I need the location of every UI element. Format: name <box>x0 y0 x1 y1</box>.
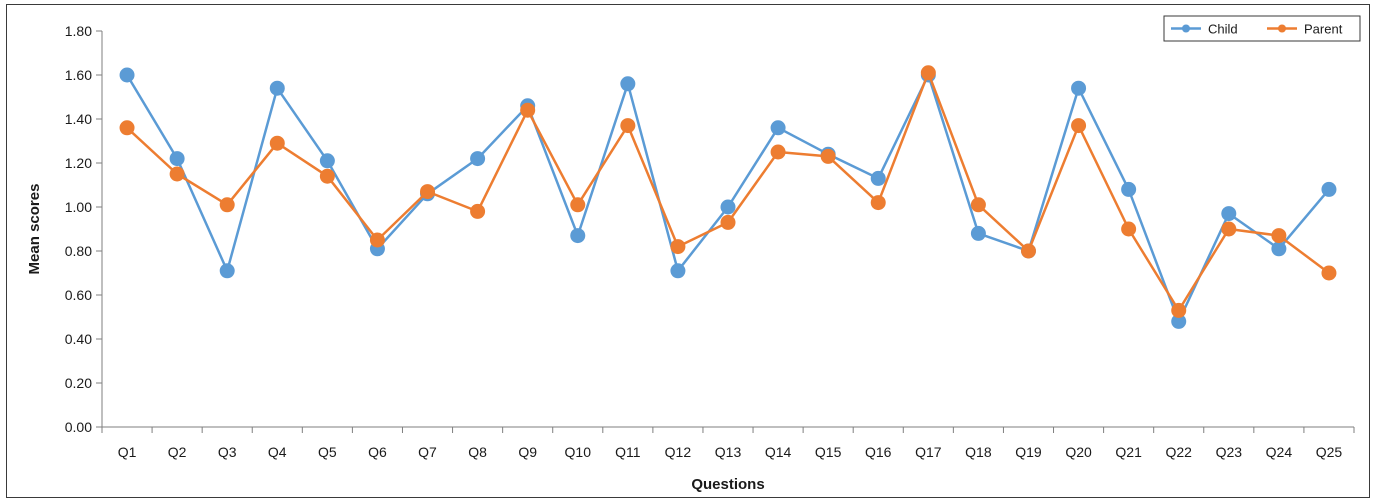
data-point-parent <box>770 144 786 160</box>
data-point-child <box>219 263 235 279</box>
x-tick-label: Q19 <box>1015 444 1042 460</box>
x-tick-label: Q10 <box>565 444 592 460</box>
legend-label: Child <box>1208 22 1238 37</box>
x-tick-label: Q13 <box>715 444 742 460</box>
data-point-parent <box>620 118 636 134</box>
x-tick-label: Q3 <box>218 444 237 460</box>
data-point-child <box>269 80 285 96</box>
data-point-parent <box>1271 228 1287 244</box>
x-tick-label: Q21 <box>1115 444 1142 460</box>
x-tick-label: Q5 <box>318 444 337 460</box>
data-point-parent <box>470 203 486 219</box>
data-point-child <box>119 67 135 83</box>
x-ticks: Q1 Q2 Q3 Q4 Q5 Q6 Q7 Q8 Q9 Q10 Q11 Q12 Q13 Q14 Q15 Q16 Q… <box>101 427 1355 460</box>
data-point-parent <box>1121 221 1137 237</box>
data-point-child <box>970 225 986 241</box>
data-point-parent <box>1020 243 1036 259</box>
legend: Child Parent <box>1163 15 1361 42</box>
data-point-parent <box>1171 302 1187 318</box>
x-tick-label: Q22 <box>1165 444 1192 460</box>
x-tick-label: Q18 <box>965 444 992 460</box>
x-tick-label: Q17 <box>915 444 942 460</box>
axes <box>101 31 1354 428</box>
x-tick-label: Q23 <box>1216 444 1243 460</box>
data-point-child <box>470 151 486 167</box>
data-point-child <box>1121 181 1137 197</box>
data-point-child <box>1321 181 1337 197</box>
x-tick-label: Q6 <box>368 444 387 460</box>
legend-swatch-marker <box>1278 24 1286 33</box>
x-tick-label: Q20 <box>1065 444 1092 460</box>
series-layer <box>119 65 1337 329</box>
data-point-child <box>1221 206 1237 222</box>
x-tick-label: Q7 <box>418 444 437 460</box>
data-point-child <box>1171 313 1187 329</box>
y-tick-label: 1.60 <box>65 67 92 83</box>
x-tick-label: Q1 <box>118 444 137 460</box>
x-tick-label: Q25 <box>1316 444 1343 460</box>
x-axis-title: Questions <box>691 476 764 493</box>
data-point-parent <box>520 102 536 118</box>
series-line-child <box>125 73 1330 323</box>
series-parent <box>119 65 1337 318</box>
data-point-child <box>570 228 586 244</box>
data-point-parent <box>369 232 385 248</box>
legend-label: Parent <box>1304 22 1343 37</box>
x-tick-label: Q15 <box>815 444 842 460</box>
data-point-parent <box>169 166 185 182</box>
x-tick-label: Q9 <box>518 444 537 460</box>
x-tick-label: Q14 <box>765 444 792 460</box>
y-tick-label: 0.40 <box>65 331 92 347</box>
data-point-parent <box>420 184 436 200</box>
y-tick-label: 0.80 <box>65 243 92 259</box>
x-tick-label: Q16 <box>865 444 892 460</box>
y-tick-label: 1.40 <box>65 111 92 127</box>
data-point-parent <box>820 148 836 164</box>
data-point-child <box>1071 80 1087 96</box>
y-tick-label: 0.20 <box>65 375 92 391</box>
data-point-parent <box>670 239 686 255</box>
y-axis-title: Mean scores <box>26 184 43 275</box>
data-point-child <box>870 170 886 186</box>
data-point-child <box>670 263 686 279</box>
y-ticks: 0.00 0.20 0.40 0.60 0.80 1.00 1.20 1.40 1.60 1.80 <box>65 23 102 435</box>
data-point-parent <box>219 197 235 213</box>
data-point-parent <box>920 65 936 81</box>
y-tick-label: 0.60 <box>65 287 92 303</box>
data-point-parent <box>1071 118 1087 134</box>
x-tick-label: Q8 <box>468 444 487 460</box>
data-point-parent <box>870 195 886 211</box>
data-point-parent <box>1221 221 1237 237</box>
y-tick-label: 0.00 <box>65 419 92 435</box>
y-tick-label: 1.20 <box>65 155 92 171</box>
data-point-parent <box>269 135 285 151</box>
x-tick-label: Q4 <box>268 444 287 460</box>
data-point-parent <box>970 197 986 213</box>
data-point-parent <box>570 197 586 213</box>
x-tick-label: Q11 <box>615 444 641 460</box>
series-line-parent <box>126 71 1330 312</box>
data-point-parent <box>119 120 135 136</box>
data-point-child <box>720 199 736 215</box>
y-tick-label: 1.80 <box>65 23 92 39</box>
x-tick-label: Q24 <box>1266 444 1293 460</box>
x-tick-label: Q2 <box>168 444 187 460</box>
y-tick-label: 1.00 <box>65 199 92 215</box>
data-point-child <box>319 153 335 169</box>
series-child <box>119 67 1337 329</box>
data-point-child <box>169 151 185 167</box>
data-point-parent <box>720 214 736 230</box>
legend-swatch-marker <box>1182 24 1190 33</box>
legend-item-parent: Parent <box>1267 22 1343 37</box>
data-point-child <box>1271 241 1287 257</box>
data-point-parent <box>1321 265 1337 281</box>
legend-item-child: Child <box>1171 22 1238 37</box>
data-point-child <box>620 76 636 92</box>
x-tick-label: Q12 <box>665 444 692 460</box>
data-point-child <box>770 120 786 136</box>
data-point-parent <box>319 168 335 184</box>
